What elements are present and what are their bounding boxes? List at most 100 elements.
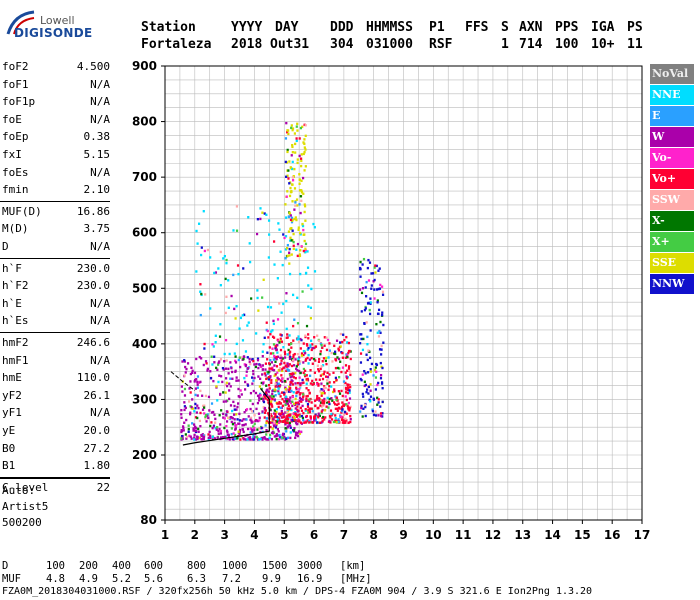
echo-point [279,354,282,357]
echo-point [300,352,304,355]
echo-point [234,427,237,430]
echo-point [295,137,298,140]
echo-point [325,362,328,366]
echo-point [183,387,187,391]
echo-point [274,360,277,364]
echo-point [272,319,275,323]
echo-point [374,414,378,417]
echo-point [284,387,287,391]
echo-point [267,362,271,365]
echo-point [314,345,318,348]
echo-point [196,375,200,378]
echo-point [275,355,278,359]
echo-point [184,365,187,369]
echo-point [380,414,383,418]
echo-point [287,410,290,413]
echo-point [366,358,369,362]
echo-point [291,183,294,186]
echo-point [261,350,264,353]
echo-point [288,352,291,355]
echo-point [259,377,262,381]
echo-point [223,360,226,363]
param-row: yF1 N/A [2,404,110,422]
echo-point [269,306,273,309]
echo-point [328,419,331,423]
echo-point [202,210,205,213]
echo-point [300,189,303,192]
echo-point [380,381,384,384]
echo-point [313,226,316,229]
echo-point [363,384,366,388]
echo-point [286,129,289,132]
echo-point [306,405,310,408]
echo-point [285,437,288,441]
echo-point [306,356,309,360]
echo-point [288,251,291,254]
echo-point [297,390,300,394]
echo-point [333,403,337,406]
echo-point [304,165,307,168]
echo-point [193,378,197,382]
echo-point [318,414,321,418]
param-row: foEp 0.38 [2,128,110,146]
echo-point [238,428,242,432]
echo-point [304,134,307,138]
echo-point [368,312,372,316]
echo-point [294,397,297,401]
echo-point [230,366,233,370]
echo-point [274,345,277,348]
header-label-7: S [501,20,509,35]
echo-point [298,253,301,256]
echo-point [339,414,342,417]
echo-point [282,391,286,394]
table-cell: 9.9 [262,573,281,585]
echo-point [302,233,305,236]
echo-point [241,419,244,422]
echo-point [265,420,268,423]
echo-point [317,406,320,410]
echo-point [363,380,366,384]
echo-point [376,403,379,406]
echo-point [344,356,347,359]
param-value: 230.0 [76,279,110,293]
echo-point [349,414,352,418]
echo-point [287,364,290,368]
echo-point [204,417,207,420]
echo-point [359,260,362,264]
echo-point [189,411,192,414]
echo-point [280,311,283,314]
echo-point [296,161,299,165]
echo-point [334,358,337,361]
echo-point [199,389,202,393]
echo-point [372,413,376,417]
echo-point [229,377,232,380]
echo-point [243,355,246,358]
echo-point [302,361,305,364]
echo-point [289,239,292,242]
echo-point [252,438,256,441]
echo-point [320,382,323,385]
table-cell: 3000 [297,560,323,572]
echo-point [287,343,291,346]
echo-point [222,412,225,416]
echo-point [189,391,192,394]
f2-trace [182,387,270,446]
echo-point [342,413,346,416]
echo-point [377,308,381,312]
echo-point [199,290,202,293]
echo-point [293,187,297,190]
echo-point [284,403,287,407]
echo-point [180,430,183,434]
echo-point [295,387,298,391]
echo-point [281,367,284,371]
echo-point [346,383,349,386]
echo-point [332,371,335,374]
echo-point [369,302,372,305]
echo-point [203,412,206,415]
echo-point [284,257,287,260]
echo-point [292,353,295,357]
param-value: N/A [90,296,110,310]
echo-point [307,408,310,412]
echo-point [249,260,252,264]
echo-point [294,382,297,385]
